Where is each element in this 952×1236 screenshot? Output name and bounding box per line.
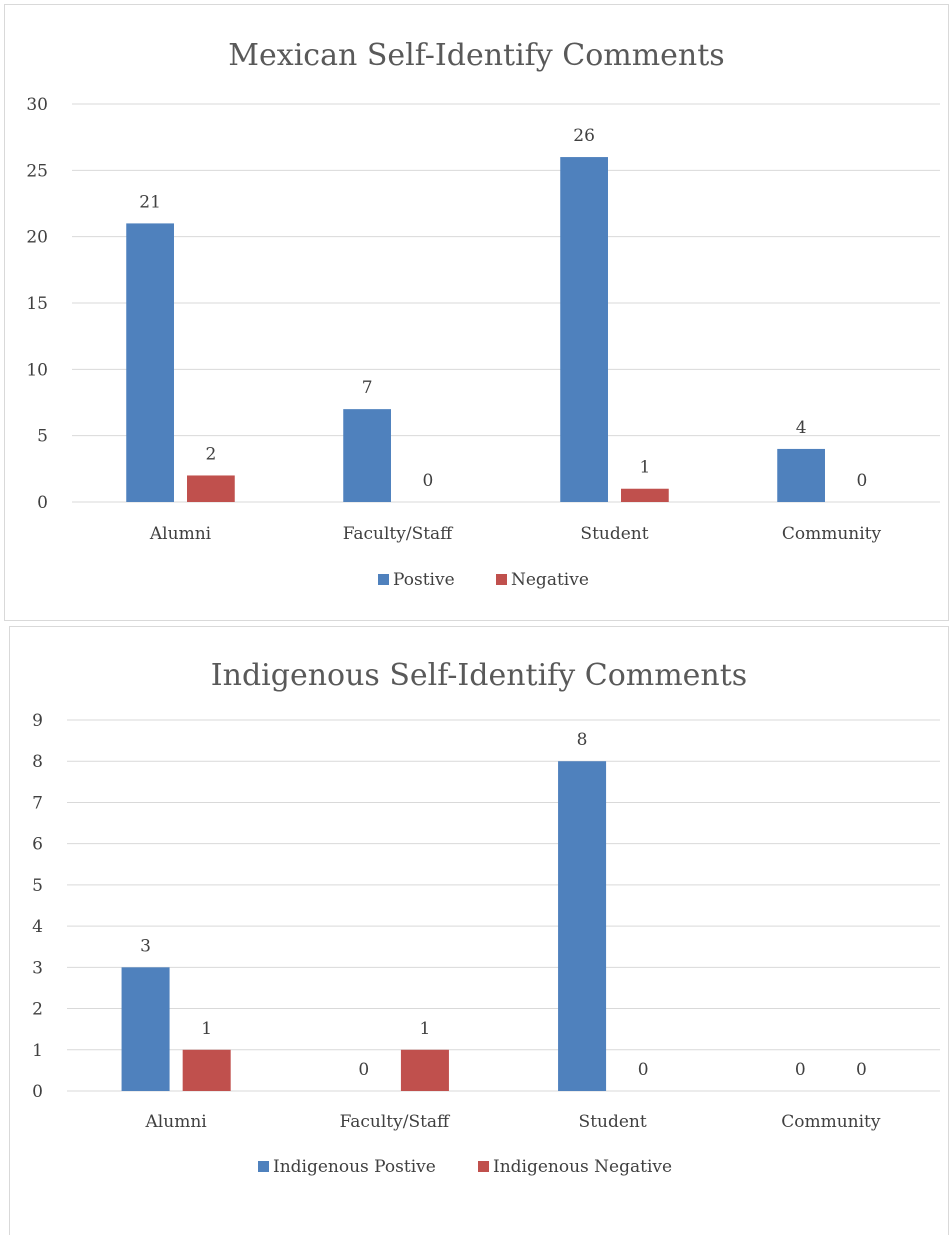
chart-2-data-label: 0 — [856, 1060, 867, 1080]
chart-1-y-tick-label: 20 — [26, 228, 48, 248]
chart-1-data-label: 1 — [639, 458, 650, 478]
chart-2-y-tick-label: 1 — [32, 1041, 43, 1061]
chart-2-svg: Indigenous Self-Identify Comments 0 1 2 3 4 5 6… — [32, 658, 940, 1177]
chart-2-y-tick-label: 3 — [32, 958, 43, 978]
chart-1-legend-swatch — [496, 574, 507, 585]
chart-2-x-tick-label: Alumni — [145, 1112, 208, 1132]
chart-2-x-tick-label: Community — [781, 1112, 881, 1132]
chart-1-data-label: 7 — [362, 378, 373, 398]
chart-1-bar — [777, 448, 825, 502]
chart-2-y-tick-label: 8 — [32, 752, 43, 772]
chart-1-data-label: 0 — [856, 471, 867, 491]
chart-2-bar — [400, 1049, 449, 1091]
chart-2-data-label: 0 — [795, 1060, 806, 1080]
chart-2-data-label: 1 — [420, 1019, 431, 1039]
chart-1-data-label: 21 — [139, 192, 161, 212]
chart-1-bar — [126, 223, 174, 502]
chart-2-bar — [182, 1049, 231, 1091]
chart-1-y-tick-label: 30 — [26, 95, 48, 115]
chart-1-x-tick-label: Alumni — [149, 524, 212, 544]
chart-1-data-label: 4 — [796, 418, 807, 438]
chart-2-data-label: 0 — [638, 1060, 649, 1080]
chart-1-data-label: 26 — [573, 126, 595, 146]
chart-2-y-tick-label: 4 — [32, 917, 43, 937]
chart-1-bar — [621, 488, 669, 502]
chart-1-y-tick-label: 25 — [26, 161, 48, 181]
chart-2-y-tick-label: 2 — [32, 1000, 43, 1020]
chart-2-y-tick-label: 9 — [32, 711, 43, 731]
chart-2-x-tick-label: Student — [579, 1112, 647, 1132]
chart-2-y-tick-label: 6 — [32, 835, 43, 855]
chart-2-bar — [121, 967, 170, 1091]
chart-2-title: Indigenous Self-Identify Comments — [211, 658, 747, 693]
chart-2-legend-swatch — [258, 1161, 269, 1172]
chart-2-data-label: 0 — [358, 1060, 369, 1080]
chart-1-y-tick-label: 10 — [26, 360, 48, 380]
chart-1-bar — [560, 157, 608, 503]
chart-2-legend-label: Indigenous Postive — [273, 1157, 436, 1177]
chart-1-x-tick-label: Student — [580, 524, 648, 544]
chart-mexican-comments: Mexican Self-Identify Comments 0 5 10 15 20 25… — [4, 4, 949, 621]
chart-1-x-tick-label: Faculty/Staff — [343, 524, 454, 544]
chart-1-x-tick-label: Community — [782, 524, 882, 544]
chart-1-data-label: 0 — [422, 471, 433, 491]
chart-1-y-tick-label: 15 — [26, 294, 48, 314]
chart-1-legend-swatch — [378, 574, 389, 585]
chart-2-x-tick-label: Faculty/Staff — [340, 1112, 451, 1132]
chart-2-legend-label: Indigenous Negative — [493, 1157, 672, 1177]
chart-2-y-tick-label: 0 — [32, 1082, 43, 1102]
chart-1-title: Mexican Self-Identify Comments — [228, 38, 724, 73]
chart-1-bar — [187, 475, 235, 502]
chart-1-bar — [343, 409, 391, 502]
chart-2-bar — [558, 761, 607, 1091]
chart-indigenous-comments: Indigenous Self-Identify Comments 0 1 2 3 4 5 6… — [9, 626, 949, 1235]
chart-2-y-tick-label: 7 — [32, 793, 43, 813]
chart-1-svg: Mexican Self-Identify Comments0510152025… — [26, 38, 940, 590]
chart-2-legend-swatch — [478, 1161, 489, 1172]
chart-1-data-label: 2 — [205, 444, 216, 464]
chart-1-y-tick-label: 0 — [37, 493, 48, 513]
chart-1-legend-label: Negative — [511, 570, 589, 590]
chart-2-y-tick-label: 5 — [32, 876, 43, 896]
chart-2-data-label: 8 — [577, 730, 588, 750]
chart-2-data-label: 1 — [201, 1019, 212, 1039]
chart-1-y-tick-label: 5 — [37, 427, 48, 447]
chart-2-data-label: 3 — [140, 936, 151, 956]
chart-1-legend-label: Postive — [393, 570, 455, 590]
